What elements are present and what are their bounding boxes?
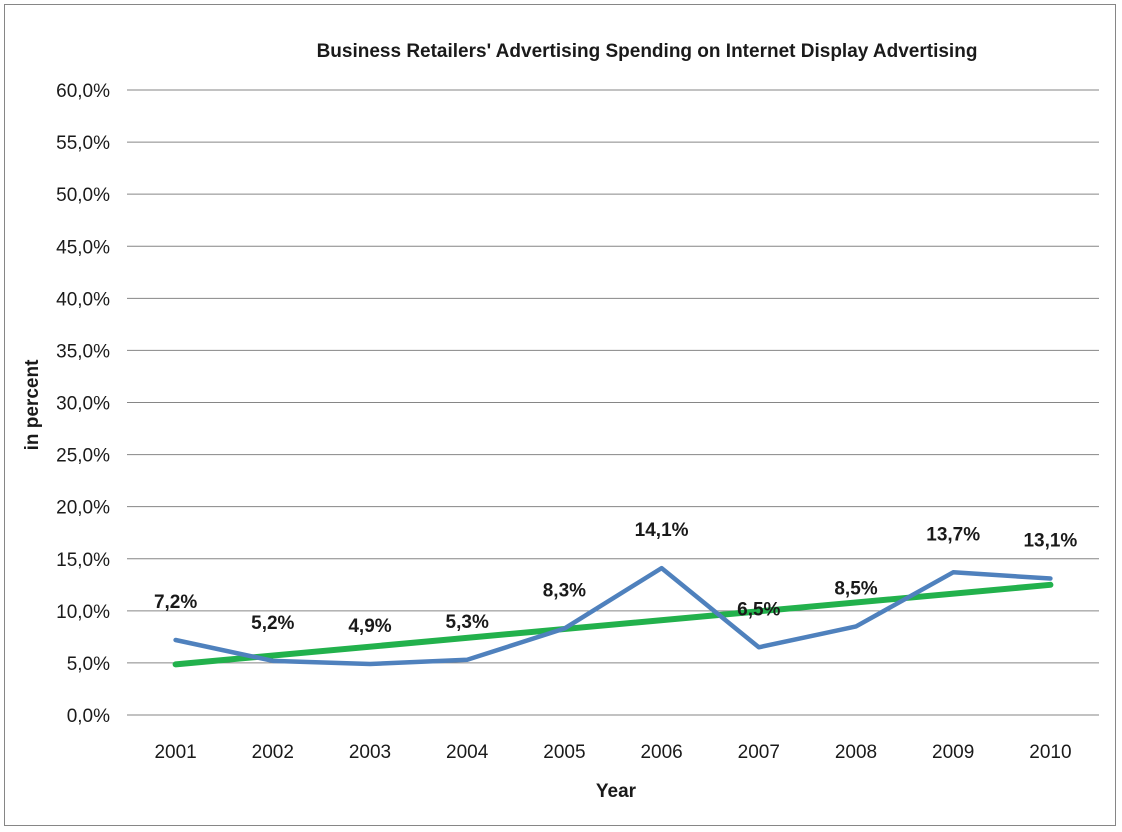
x-tick-label: 2005 — [543, 742, 585, 763]
x-tick-label: 2003 — [349, 742, 391, 763]
x-axis-title: Year — [596, 781, 637, 802]
y-tick-label: 40,0% — [56, 289, 110, 310]
data-labels: 7,2% 5,2% 4,9% 5,3% 8,3% 14,1% 6,5% 8,5% 13,7% 13… — [154, 520, 1077, 637]
series-line — [173, 565, 1053, 667]
data-label: 8,5% — [834, 578, 877, 599]
data-label: 5,3% — [446, 612, 489, 633]
y-axis-title: in percent — [22, 359, 43, 450]
y-tick-label: 5,0% — [67, 654, 110, 675]
x-tick-label: 2009 — [932, 742, 974, 763]
y-tick-label: 55,0% — [56, 133, 110, 154]
chart-frame — [4, 4, 1116, 826]
data-label: 13,7% — [926, 524, 980, 545]
data-label: 8,3% — [543, 581, 586, 602]
data-label: 4,9% — [348, 616, 391, 637]
y-tick-label: 35,0% — [56, 341, 110, 362]
data-label: 13,1% — [1023, 531, 1077, 552]
x-tick-label: 2002 — [252, 742, 294, 763]
x-tick-label: 2008 — [835, 742, 877, 763]
y-tick-label: 50,0% — [56, 185, 110, 206]
x-tick-label: 2001 — [154, 742, 196, 763]
data-label: 5,2% — [251, 613, 294, 634]
data-label: 6,5% — [737, 599, 780, 620]
data-label: 14,1% — [635, 520, 689, 541]
gridlines — [127, 89, 1099, 664]
x-tick-label: 2007 — [738, 742, 780, 763]
y-tick-label: 10,0% — [56, 602, 110, 623]
y-axis-tick-labels: 0,0% 5,0% 10,0% 15,0% 20,0% 25,0% 30,0% 35,0% 40… — [56, 81, 110, 727]
data-label: 7,2% — [154, 592, 197, 613]
x-axis-tick-labels: 2001 2002 2003 2004 2005 2006 2007 2008 2009 2010 — [154, 742, 1071, 763]
chart-title: Business Retailers' Advertising Spending… — [317, 41, 978, 62]
y-tick-label: 60,0% — [56, 81, 110, 102]
y-tick-label: 20,0% — [56, 498, 110, 519]
y-tick-label: 0,0% — [67, 706, 110, 727]
y-tick-label: 30,0% — [56, 394, 110, 415]
y-tick-label: 15,0% — [56, 550, 110, 571]
x-tick-label: 2006 — [640, 742, 682, 763]
x-tick-label: 2004 — [446, 742, 489, 763]
y-tick-label: 25,0% — [56, 446, 110, 467]
x-tick-label: 2010 — [1029, 742, 1071, 763]
series-polyline — [173, 565, 1053, 667]
y-tick-label: 45,0% — [56, 237, 110, 258]
